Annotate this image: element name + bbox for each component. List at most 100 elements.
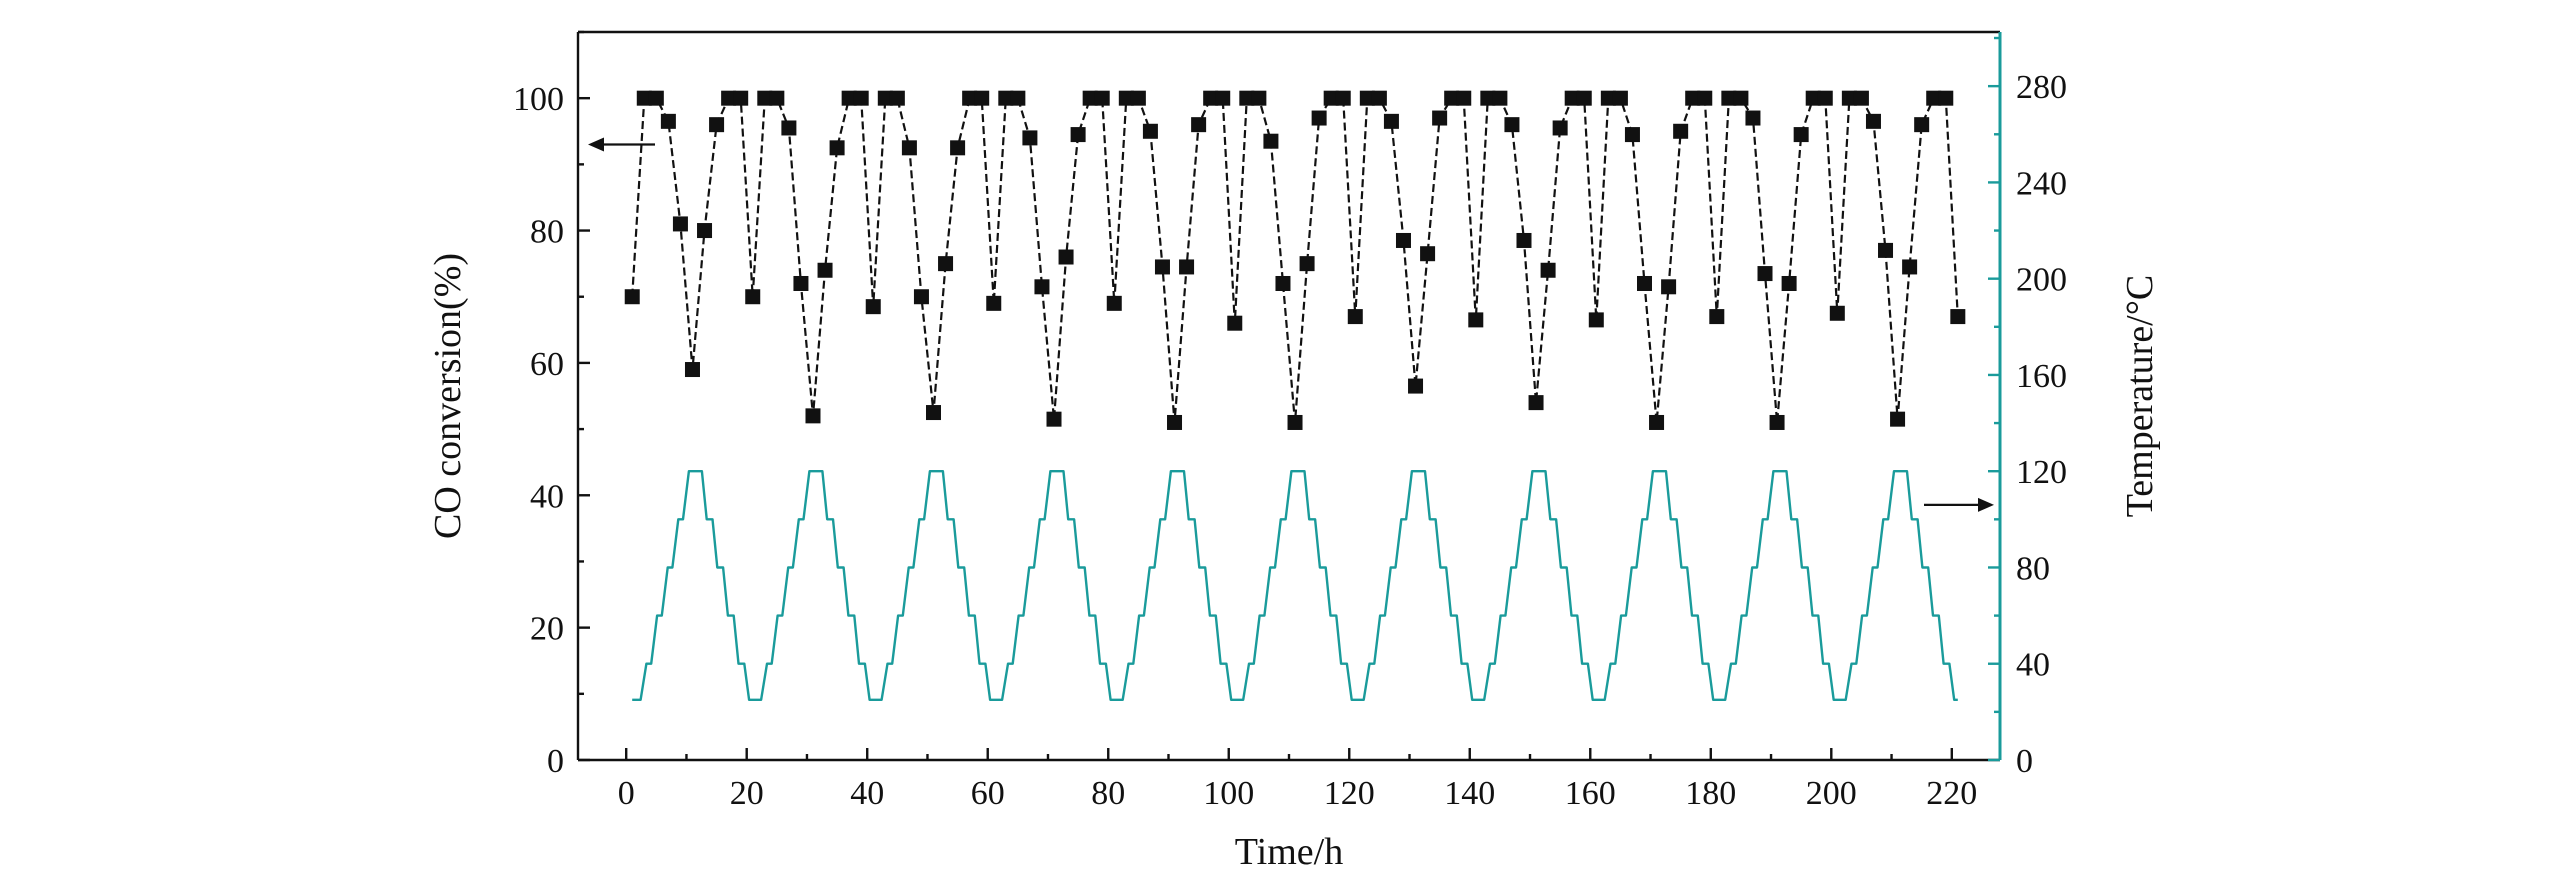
- co-conversion-point: [1444, 90, 1460, 106]
- co-conversion-point: [998, 90, 1014, 106]
- co-conversion-series: [624, 90, 1966, 430]
- co-conversion-point: [672, 216, 688, 232]
- co-conversion-point: [1191, 117, 1207, 133]
- co-conversion-point: [1540, 262, 1556, 278]
- co-conversion-point: [1046, 411, 1062, 427]
- co-conversion-point: [877, 90, 893, 106]
- co-conversion-point: [926, 405, 941, 421]
- co-conversion-point: [1432, 110, 1448, 126]
- co-conversion-point: [1492, 90, 1508, 106]
- y-axis-title-right: Temperature/°C: [2119, 275, 2161, 518]
- co-conversion-point: [986, 295, 1002, 311]
- co-conversion-point: [1649, 414, 1665, 430]
- co-conversion-point: [636, 90, 652, 106]
- co-conversion-point: [1420, 246, 1436, 262]
- co-conversion-point: [1299, 256, 1315, 272]
- axes: [576, 30, 2002, 762]
- co-conversion-point: [1637, 275, 1652, 291]
- co-conversion-point: [1408, 378, 1424, 394]
- co-conversion-point: [1504, 117, 1520, 133]
- y-tick-label-right: 40: [2016, 647, 2050, 684]
- co-conversion-point: [901, 140, 917, 156]
- co-conversion-point: [1179, 259, 1195, 275]
- co-conversion-point: [1890, 411, 1906, 427]
- co-conversion-point: [913, 289, 929, 305]
- co-conversion-point: [1914, 117, 1930, 133]
- temperature-line: [632, 470, 1958, 701]
- co-conversion-point: [1395, 232, 1411, 248]
- y-tick-label-left: 40: [530, 478, 564, 515]
- y-tick-label-left: 60: [530, 346, 564, 383]
- co-conversion-point: [1781, 275, 1797, 291]
- co-conversion-point: [1817, 90, 1833, 106]
- co-conversion-point: [793, 275, 809, 291]
- x-tick-label: 0: [618, 775, 635, 812]
- co-conversion-point: [769, 90, 785, 106]
- co-conversion-point: [660, 113, 676, 129]
- co-conversion-point: [1733, 90, 1749, 106]
- co-conversion-point: [1106, 295, 1122, 311]
- co-conversion-point: [1287, 414, 1303, 430]
- x-tick-label: 40: [850, 775, 884, 812]
- y-tick-label-right: 240: [2016, 165, 2067, 202]
- annotations: [588, 137, 1994, 512]
- x-tick-label: 100: [1203, 775, 1254, 812]
- co-conversion-point: [1010, 90, 1026, 106]
- y-tick-label-right: 80: [2016, 550, 2050, 587]
- co-conversion-point: [805, 408, 821, 424]
- co-conversion-point: [1793, 127, 1809, 143]
- y-tick-label-right: 200: [2016, 262, 2067, 299]
- co-conversion-point: [1311, 110, 1327, 126]
- x-tick-label: 120: [1324, 775, 1375, 812]
- co-conversion-point: [1239, 90, 1255, 106]
- y-tick-label-left: 100: [513, 81, 564, 118]
- x-tick-label: 20: [730, 775, 764, 812]
- co-conversion-point: [1456, 90, 1472, 106]
- co-conversion-point: [1263, 133, 1279, 149]
- co-conversion-point: [1203, 90, 1219, 106]
- co-conversion-point: [1167, 414, 1183, 430]
- co-conversion-point: [1709, 309, 1725, 325]
- x-tick-label: 220: [1926, 775, 1977, 812]
- co-conversion-point: [1624, 127, 1640, 143]
- co-conversion-point: [709, 117, 725, 133]
- y-tick-label-right: 160: [2016, 358, 2067, 395]
- co-conversion-point: [974, 90, 990, 106]
- y-tick-label-left: 0: [547, 743, 564, 780]
- co-conversion-point: [1118, 90, 1134, 106]
- tick-labels: 0 20 40 60 80 100 120 140 160 180 200 220 0 20 40 60 80 1…: [513, 69, 2067, 812]
- co-conversion-point: [1251, 90, 1267, 106]
- co-conversion-point: [697, 223, 713, 239]
- co-conversion-point: [1661, 279, 1677, 295]
- co-conversion-point: [1745, 110, 1761, 126]
- y-tick-label-right: 0: [2016, 743, 2033, 780]
- co-conversion-point: [648, 90, 664, 106]
- x-tick-label: 160: [1565, 775, 1616, 812]
- left-annotation-arrowhead: [588, 137, 604, 152]
- co-conversion-point: [1926, 90, 1942, 106]
- co-conversion-point: [1588, 312, 1604, 328]
- co-conversion-point: [1383, 113, 1399, 129]
- co-conversion-point: [1769, 414, 1785, 430]
- y-tick-label-left: 80: [530, 214, 564, 251]
- co-conversion-point: [1480, 90, 1496, 106]
- co-conversion-point: [853, 90, 869, 106]
- y-axis-title-left: CO conversion(%): [427, 253, 469, 539]
- co-conversion-point: [1516, 232, 1532, 248]
- co-conversion-point: [1853, 90, 1869, 106]
- x-tick-label: 180: [1685, 775, 1736, 812]
- co-conversion-point: [1022, 130, 1038, 146]
- x-tick-label: 60: [971, 775, 1005, 812]
- x-axis-title: Time/h: [1235, 831, 1343, 873]
- co-conversion-point: [781, 120, 797, 136]
- co-conversion-point: [1757, 266, 1773, 282]
- co-conversion-point: [1673, 123, 1689, 139]
- co-conversion-point: [865, 299, 881, 315]
- co-conversion-point: [1130, 90, 1146, 106]
- co-conversion-point: [1154, 259, 1170, 275]
- co-conversion-point: [1371, 90, 1387, 106]
- co-conversion-point: [721, 90, 737, 106]
- co-conversion-point: [757, 90, 773, 106]
- co-conversion-point: [1576, 90, 1592, 106]
